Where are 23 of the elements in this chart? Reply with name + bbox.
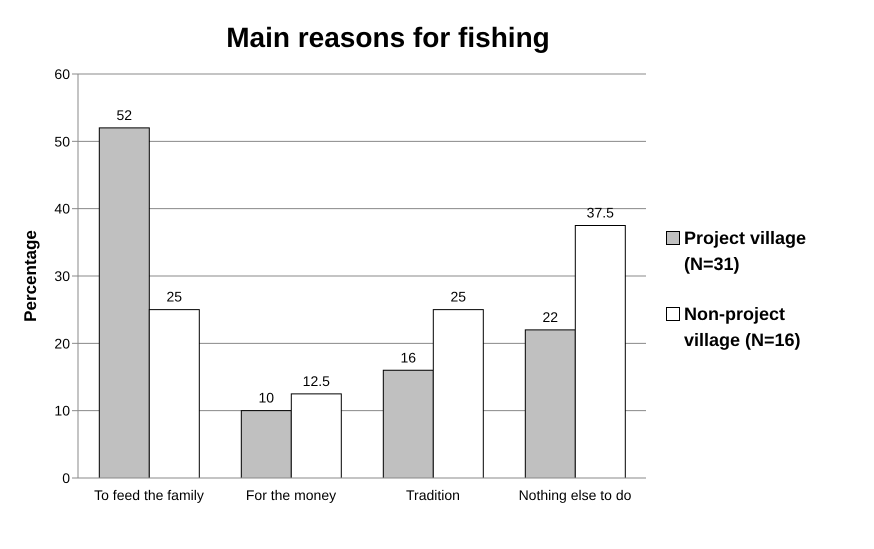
legend-label: Non-project village (N=16) bbox=[684, 303, 802, 352]
y-tick-label: 0 bbox=[62, 470, 70, 486]
x-tick-label: For the money bbox=[246, 486, 336, 503]
data-label: 12.5 bbox=[302, 372, 330, 389]
y-tick-label: 50 bbox=[54, 133, 70, 150]
x-tick-label: Tradition bbox=[406, 486, 460, 503]
data-label: 25 bbox=[450, 288, 466, 305]
data-label: 52 bbox=[116, 106, 132, 123]
y-tick-label: 40 bbox=[54, 200, 70, 217]
data-label: 37.5 bbox=[586, 204, 614, 220]
y-tick-label: 10 bbox=[54, 402, 70, 419]
x-tick-label: To feed the family bbox=[94, 486, 204, 503]
y-axis-title: Percentage bbox=[21, 230, 40, 322]
data-label: 22 bbox=[542, 308, 558, 325]
x-tick-label: Nothing else to do bbox=[518, 486, 632, 503]
data-label: 16 bbox=[400, 349, 416, 366]
y-tick-label: 20 bbox=[54, 335, 70, 352]
chart-title: Main reasons for fishing bbox=[225, 21, 551, 55]
data-label: 10 bbox=[258, 390, 274, 406]
legend-label: Project village (N=31) bbox=[684, 227, 808, 276]
y-tick-label: 60 bbox=[54, 66, 70, 82]
data-label: 25 bbox=[166, 288, 182, 305]
y-tick-label: 30 bbox=[54, 268, 70, 284]
